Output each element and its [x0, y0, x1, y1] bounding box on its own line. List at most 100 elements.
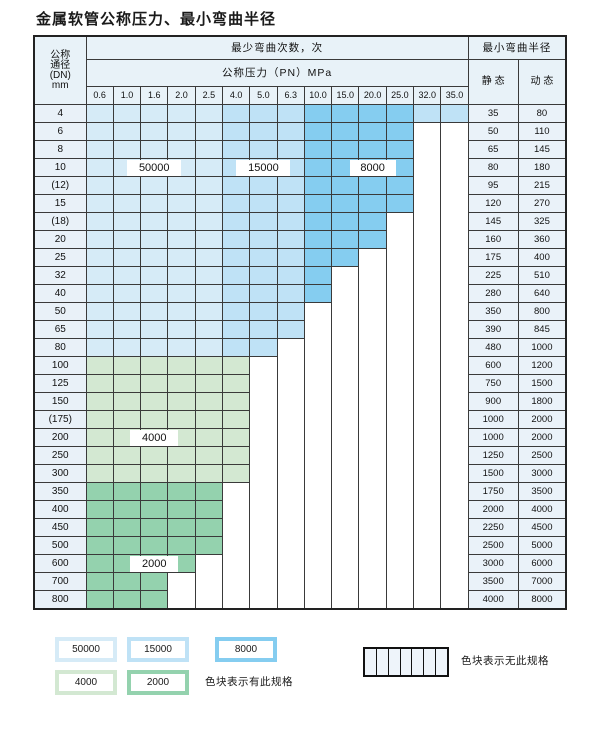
- spec-cell-g1: [221, 464, 251, 483]
- table-row: 65 390 845: [33, 320, 567, 339]
- spec-cell-b1: [167, 140, 196, 159]
- spec-cell-g1: [140, 446, 169, 465]
- spec-cell-nn: [331, 392, 360, 411]
- spec-cell-b3: [331, 140, 360, 159]
- spec-cell-nn: [276, 590, 305, 609]
- spec-cell-nn: [440, 302, 469, 321]
- spec-cell-nn: [385, 248, 415, 267]
- spec-cell-nn: [440, 194, 469, 213]
- spec-cell-g1: [85, 410, 114, 429]
- spec-cell-nn: [440, 536, 469, 555]
- spec-cell-nn: [276, 482, 305, 501]
- spec-cell-b1: [140, 302, 169, 321]
- legend-swatch-label: 8000: [219, 641, 273, 658]
- spec-cell-b3: [303, 122, 333, 141]
- header-pressure-col-5: 4.0: [221, 86, 251, 105]
- spec-cell-nn: [249, 410, 278, 429]
- spec-cell-nn: [440, 230, 469, 249]
- header-pressure-col-12: 32.0: [413, 86, 442, 105]
- spec-cell-b2: [221, 266, 251, 285]
- spec-cell-g2: [85, 518, 114, 537]
- spec-cell-b2: [249, 104, 278, 123]
- spec-cell-b2: [249, 122, 278, 141]
- spec-cell-nn: [249, 536, 278, 555]
- spec-cell-nn: [276, 374, 305, 393]
- spec-cell-b3: [303, 266, 333, 285]
- spec-cell-nn: [303, 536, 333, 555]
- spec-cell-b1: [112, 140, 142, 159]
- radius-static-cell: 390: [467, 320, 519, 339]
- dn-cell: (18): [33, 212, 87, 231]
- spec-cell-b3: [331, 248, 360, 267]
- spec-cell-b2: [276, 302, 305, 321]
- spec-cell-nn: [303, 428, 333, 447]
- radius-static-cell: 2250: [467, 518, 519, 537]
- table-row: 80 480 1000: [33, 338, 567, 357]
- spec-cell-nn: [276, 536, 305, 555]
- spec-cell-g1: [112, 446, 142, 465]
- header-dn-line-1: 通径: [50, 59, 71, 71]
- header-pressure-col-3: 2.0: [167, 86, 196, 105]
- spec-cell-nn: [385, 410, 415, 429]
- spec-cell-b1: [85, 140, 114, 159]
- spec-cell-nn: [249, 356, 278, 375]
- spec-cell-nn: [331, 320, 360, 339]
- radius-static-cell: 95: [467, 176, 519, 195]
- spec-cell-b1: [167, 284, 196, 303]
- dn-cell: 50: [33, 302, 87, 321]
- spec-cell-nn: [440, 482, 469, 501]
- spec-cell-g1: [194, 428, 223, 447]
- spec-cell-b1: [140, 338, 169, 357]
- spec-cell-g1: [112, 374, 142, 393]
- spec-cell-b2: [276, 194, 305, 213]
- spec-cell-b1: [112, 248, 142, 267]
- spec-cell-b1: [194, 284, 223, 303]
- header-pressure-col-0: 0.6: [85, 86, 114, 105]
- value-tag-15000: 15000: [236, 159, 291, 176]
- spec-cell-nn: [331, 500, 360, 519]
- spec-cell-nn: [385, 392, 415, 411]
- spec-cell-b1: [194, 338, 223, 357]
- spec-cell-g2: [140, 590, 169, 610]
- spec-cell-g2: [140, 572, 169, 591]
- header-pressure-col-7: 6.3: [276, 86, 305, 105]
- header-pressure-col-4: 2.5: [194, 86, 223, 105]
- spec-cell-g2: [167, 482, 196, 501]
- spec-cell-g2: [112, 590, 142, 610]
- spec-cell-b2: [276, 266, 305, 285]
- spec-cell-nn: [303, 410, 333, 429]
- spec-cell-b1: [140, 320, 169, 339]
- spec-cell-nn: [358, 554, 387, 573]
- spec-cell-nn: [331, 356, 360, 375]
- spec-cell-nn: [276, 518, 305, 537]
- spec-cell-nn: [303, 302, 333, 321]
- dn-cell: 250: [33, 446, 87, 465]
- dn-cell: 10: [33, 158, 87, 177]
- header-bend-count-title: 最少弯曲次数，次: [85, 35, 469, 60]
- radius-static-cell: 4000: [467, 590, 519, 610]
- spec-cell-nn: [221, 536, 251, 555]
- header-radius-dynamic: 动 态: [517, 59, 567, 105]
- spec-cell-b3: [303, 158, 333, 177]
- dn-cell: 350: [33, 482, 87, 501]
- spec-cell-nn: [249, 446, 278, 465]
- radius-dynamic-cell: 6000: [517, 554, 567, 573]
- spec-cell-nn: [385, 446, 415, 465]
- spec-cell-b2: [249, 284, 278, 303]
- spec-cell-nn: [440, 284, 469, 303]
- spec-cell-b1: [194, 176, 223, 195]
- spec-cell-b2: [221, 302, 251, 321]
- spec-cell-nn: [413, 500, 442, 519]
- header-radius-static: 静 态: [467, 59, 519, 105]
- spec-cell-nn: [331, 338, 360, 357]
- spec-cell-g2: [140, 518, 169, 537]
- table-row: 100 600 1200: [33, 356, 567, 375]
- spec-cell-nn: [276, 428, 305, 447]
- spec-cell-nn: [413, 194, 442, 213]
- spec-cell-g2: [112, 500, 142, 519]
- spec-cell-b1: [112, 284, 142, 303]
- spec-cell-b1: [194, 320, 223, 339]
- spec-cell-nn: [358, 266, 387, 285]
- table-row: 20 160 360: [33, 230, 567, 249]
- spec-cell-b1: [140, 212, 169, 231]
